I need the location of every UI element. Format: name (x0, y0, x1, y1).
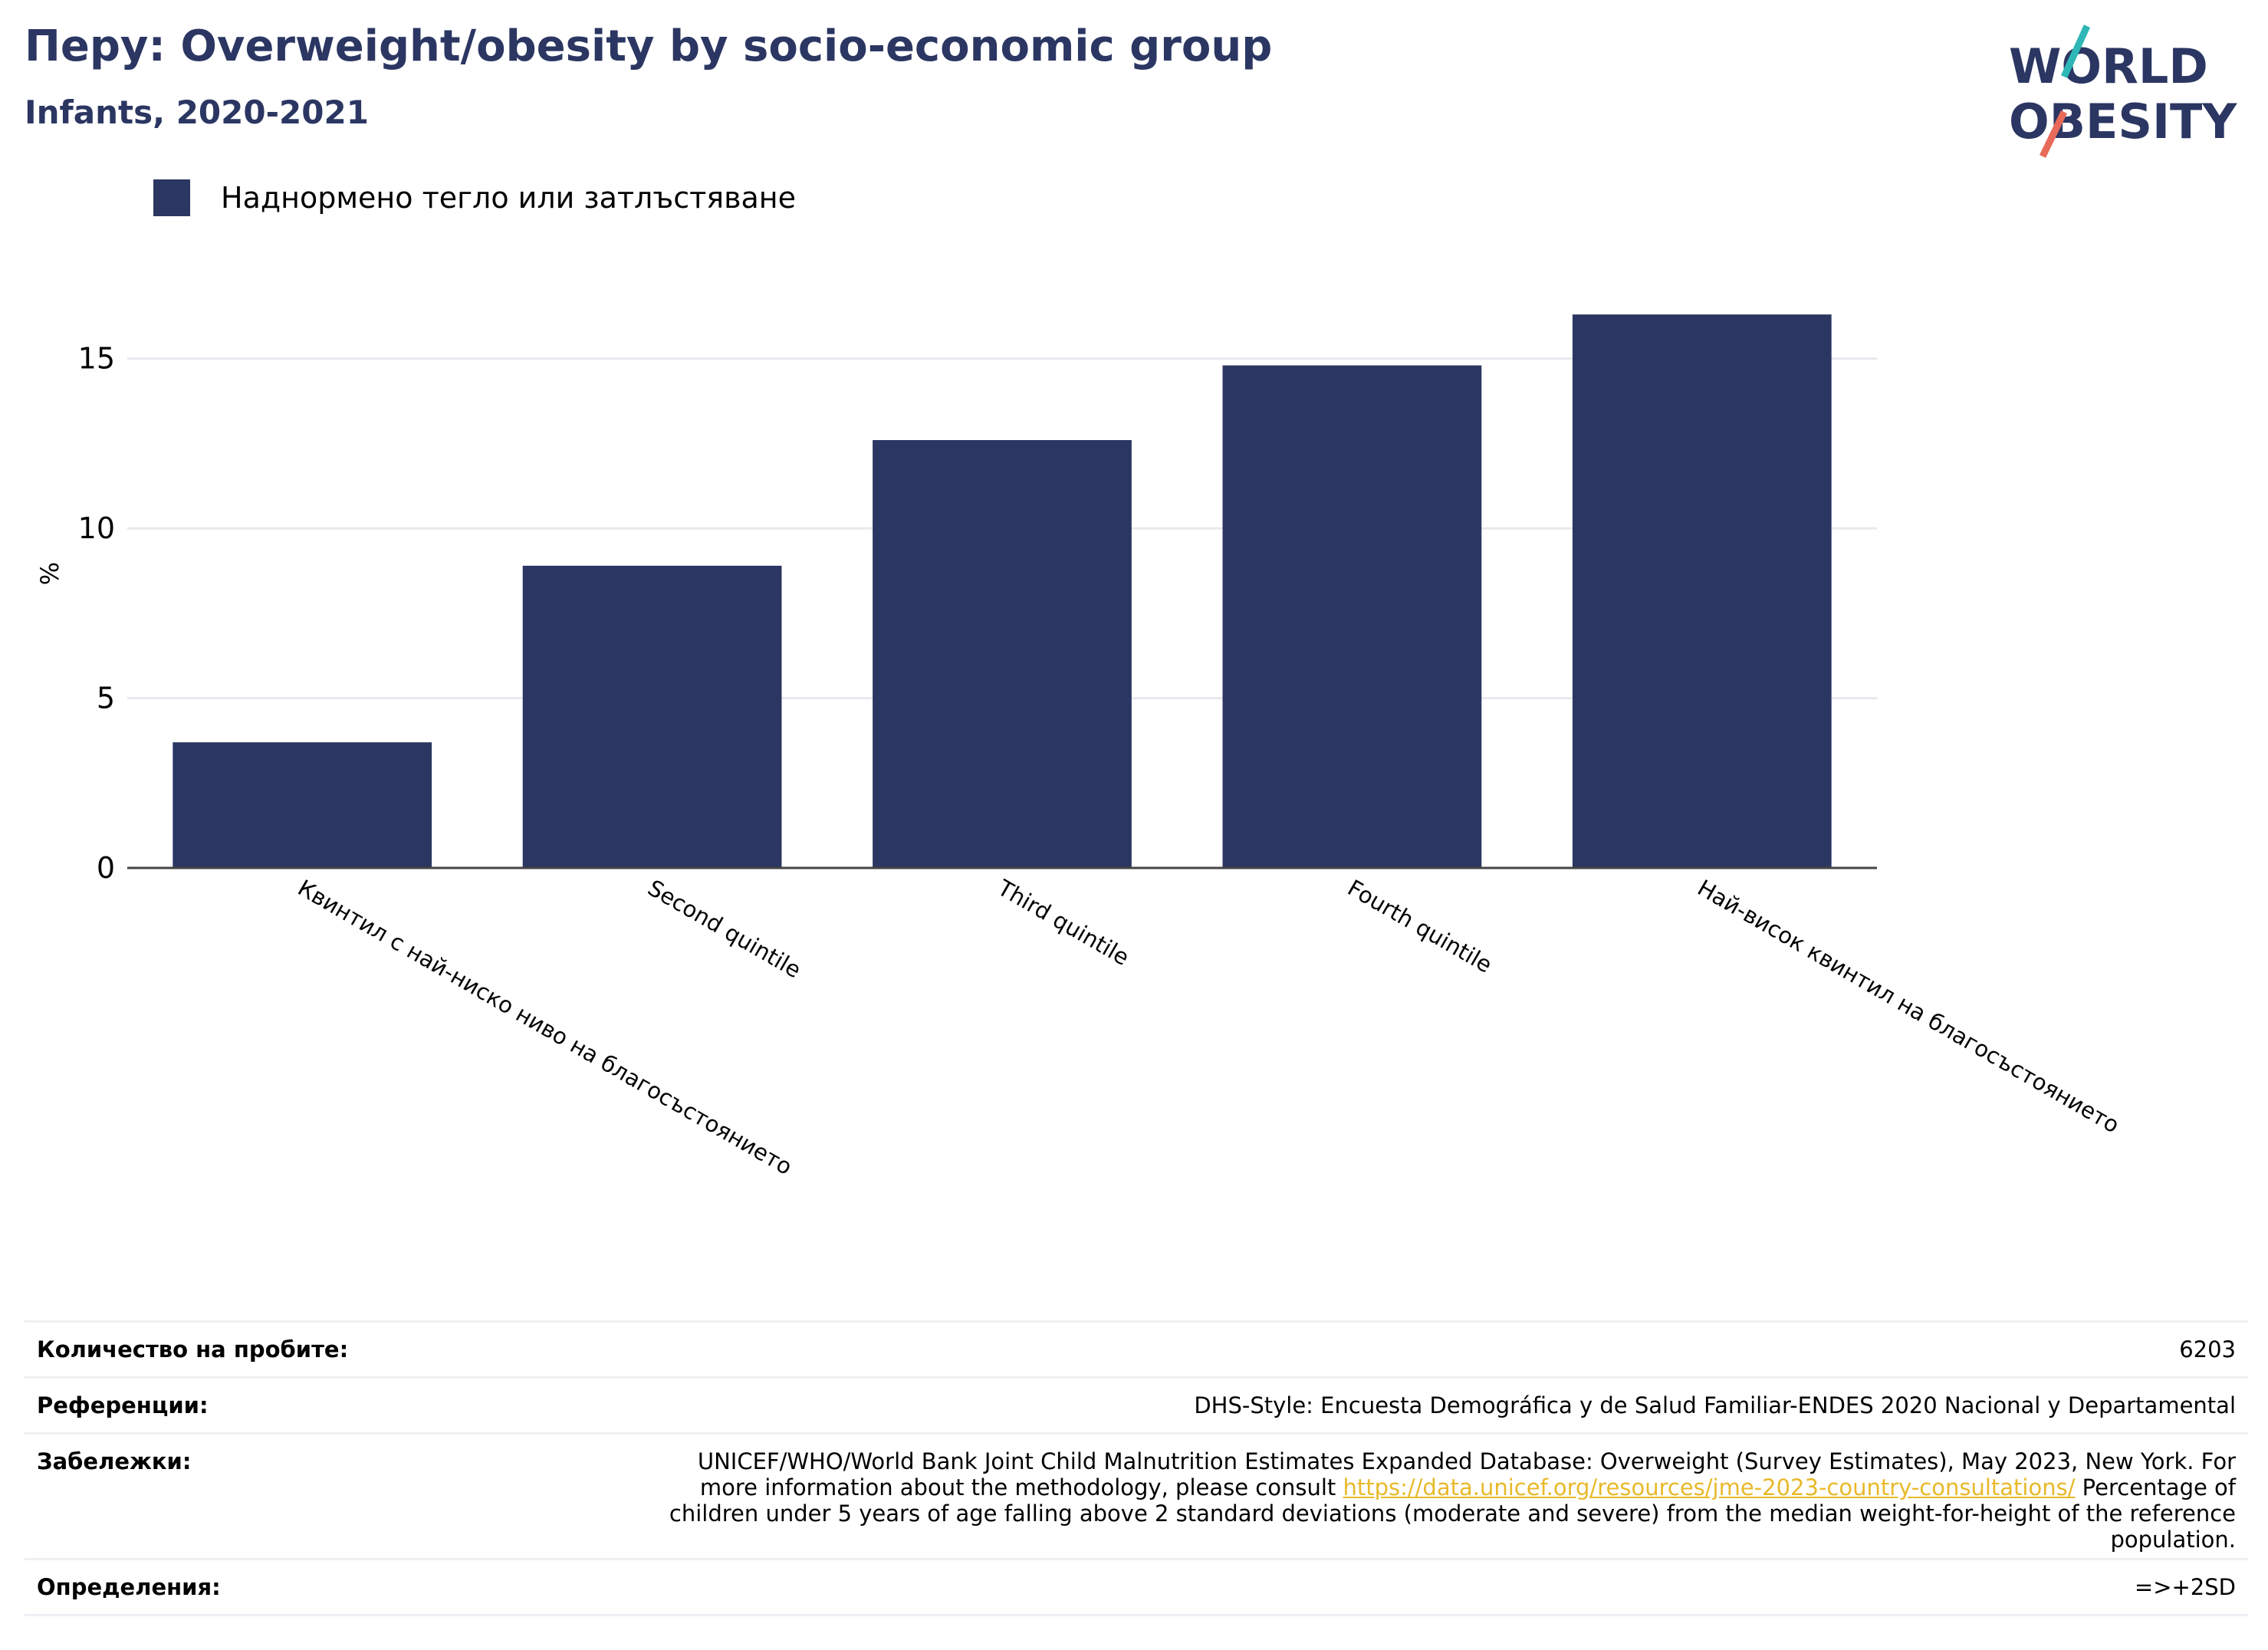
y-tick-label: 5 (97, 682, 115, 715)
legend-label: Наднормено тегло или затлъстяване (221, 181, 796, 215)
legend-swatch (153, 179, 190, 216)
bar[interactable] (522, 565, 782, 868)
x-category-label: Third quintile (993, 874, 1134, 971)
notes-text-before: UNICEF/WHO/World Bank Joint Child Malnut… (697, 1448, 2236, 1500)
notes-label: Забележки: (37, 1448, 192, 1474)
notes-value: UNICEF/WHO/World Bank Joint Child Malnut… (641, 1448, 2236, 1553)
references-label: Референции: (37, 1392, 209, 1418)
x-category-labels: Квинтил с най-ниско ниво на благосъстоян… (294, 874, 2124, 1180)
sample-size-label: Количество на пробите: (37, 1336, 349, 1362)
notes-text-after: Percentage of children under 5 years of … (669, 1474, 2236, 1553)
references-value: DHS-Style: Encuesta Demográfica y de Sal… (1194, 1392, 2236, 1418)
footer-row-notes: Забележки: UNICEF/WHO/World Bank Joint C… (25, 1432, 2248, 1558)
chart-footer: Количество на пробите: 6203 Референции: … (25, 1320, 2248, 1616)
notes-link[interactable]: https://data.unicef.org/resources/jme-20… (1343, 1474, 2076, 1500)
world-obesity-logo: WORLD OBESITY (2009, 25, 2237, 158)
bar[interactable] (173, 742, 432, 868)
definitions-label: Определения: (37, 1574, 221, 1600)
y-tick-label: 0 (97, 851, 115, 885)
footer-row-sample-size: Количество на пробите: 6203 (25, 1320, 2248, 1376)
logo-slash-red (2039, 110, 2068, 158)
x-category-label: Second quintile (643, 875, 805, 984)
bar-chart: 0 5 10 15 Квинтил с най-ниско ниво на благо… (35, 314, 2124, 1180)
footer-row-definitions: Определения: =>+2SD (25, 1558, 2248, 1616)
x-category-label: Fourth quintile (1343, 875, 1497, 978)
bar[interactable] (1572, 314, 1832, 869)
chart-title: Перу: Overweight/obesity by socio-econom… (25, 21, 1273, 71)
y-tick-label: 15 (78, 342, 115, 376)
chart-legend[interactable]: Наднормено тегло или затлъстяване (153, 179, 796, 216)
sample-size-value: 6203 (2179, 1336, 2236, 1362)
y-axis-label: % (35, 562, 64, 585)
x-category-label: Най-висок квинтил на благосъстоянието (1693, 875, 2124, 1139)
definitions-value: =>+2SD (2134, 1574, 2236, 1600)
footer-row-references: Референции: DHS-Style: Encuesta Demográf… (25, 1376, 2248, 1432)
logo-line-1: WORLD (2009, 38, 2208, 94)
logo-slash-teal (2060, 25, 2091, 78)
bar[interactable] (1222, 365, 1482, 869)
bars (173, 314, 1832, 869)
chart-subtitle: Infants, 2020-2021 (25, 94, 369, 131)
y-tick-label: 10 (78, 511, 115, 545)
bar[interactable] (873, 440, 1132, 868)
y-tick-labels: 0 5 10 15 (78, 342, 115, 885)
